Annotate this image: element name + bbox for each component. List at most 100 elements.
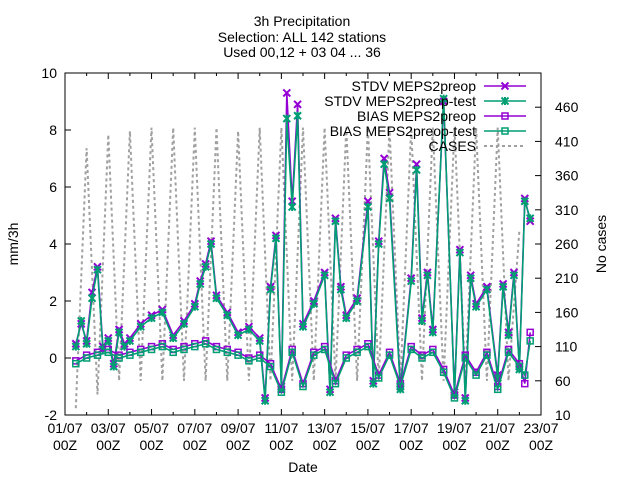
data-point xyxy=(223,348,232,357)
data-point xyxy=(423,271,432,280)
data-point xyxy=(147,313,156,323)
data-point xyxy=(428,328,438,337)
data-point xyxy=(472,371,480,379)
data-point xyxy=(125,336,135,346)
series-bias-meps2preop-test xyxy=(72,337,534,402)
data-point xyxy=(293,100,302,109)
y-axis-label: mm/3h xyxy=(5,223,21,266)
data-point xyxy=(418,354,426,362)
data-point xyxy=(158,342,167,351)
data-point xyxy=(325,387,335,397)
x-tick-label-time: 00Z xyxy=(226,437,251,453)
x-tick-label-date: 11/07 xyxy=(264,420,298,436)
data-point xyxy=(212,293,221,303)
y2-tick-label: 10 xyxy=(555,407,571,423)
data-point xyxy=(483,351,491,359)
data-point xyxy=(461,354,470,362)
data-point xyxy=(114,328,124,337)
x-tick-label-date: 15/07 xyxy=(350,420,385,436)
y2-tick-label: 410 xyxy=(555,133,579,149)
data-point xyxy=(233,330,243,340)
series-line xyxy=(75,340,531,401)
data-point xyxy=(266,285,275,294)
data-point xyxy=(223,311,232,320)
x-tick-label-time: 00Z xyxy=(356,437,381,453)
ticks-layer: -2 0 2 4 6 8 10 10 60 110 160 210 260 310 360 410 460 01/… xyxy=(41,65,578,453)
series-stdv-meps2preop-test xyxy=(71,94,535,405)
data-point xyxy=(266,362,275,371)
data-point xyxy=(260,396,270,405)
data-point xyxy=(201,262,210,272)
data-point xyxy=(501,112,509,120)
x-tick-label-time: 00Z xyxy=(313,437,338,453)
data-point xyxy=(234,351,242,359)
data-point xyxy=(482,285,492,294)
data-point xyxy=(168,333,178,343)
data-point xyxy=(212,345,221,354)
y2-tick-label: 360 xyxy=(555,168,579,184)
x-axis-label: Date xyxy=(288,459,318,475)
data-point xyxy=(455,248,465,257)
data-point xyxy=(282,88,291,98)
legend-label: BIAS MEPS2preop-test xyxy=(330,123,476,139)
legend-label: STDV MEPS2preop-test xyxy=(324,93,476,109)
series-layer xyxy=(71,88,535,409)
data-point xyxy=(299,382,307,391)
y-tick-label: 0 xyxy=(49,350,57,366)
data-point xyxy=(500,96,510,106)
x-tick-label-time: 00Z xyxy=(486,437,511,453)
x-tick-label-date: 23/07 xyxy=(523,420,558,436)
chart-title-line3: Used 00,12 + 03 04 ... 36 xyxy=(223,44,381,60)
data-point xyxy=(461,396,470,405)
data-point xyxy=(525,214,535,223)
data-point xyxy=(379,159,389,169)
data-point xyxy=(293,111,302,120)
data-point xyxy=(439,94,448,103)
data-point xyxy=(82,339,91,348)
y-tick-label: 6 xyxy=(49,179,57,195)
data-point xyxy=(115,354,123,362)
data-point xyxy=(104,348,113,357)
y-tick-label: 10 xyxy=(41,65,57,81)
chart-title-line2: Selection: ALL 142 stations xyxy=(218,29,386,45)
data-point xyxy=(331,216,340,226)
data-point xyxy=(406,276,416,286)
data-point xyxy=(277,388,286,396)
y-tick-label: 2 xyxy=(49,293,57,309)
data-point xyxy=(439,368,448,376)
y2-tick-label: 210 xyxy=(555,270,579,286)
data-point xyxy=(309,299,319,309)
data-point xyxy=(191,342,199,351)
data-point xyxy=(396,382,405,391)
x-tick-label-time: 00Z xyxy=(96,437,121,453)
y-tick-label: -2 xyxy=(45,407,58,423)
legend-entry: STDV MEPS2preop xyxy=(352,78,526,94)
data-point xyxy=(364,342,372,351)
data-point xyxy=(72,359,80,368)
y2-tick-label: 310 xyxy=(555,202,579,218)
legend-label: STDV MEPS2preop xyxy=(352,78,477,94)
y2-tick-label: 110 xyxy=(555,339,578,355)
y2-tick-label: 160 xyxy=(555,304,579,320)
y2-axis-label: No cases xyxy=(593,215,609,273)
data-point xyxy=(363,202,373,212)
data-point xyxy=(93,265,102,274)
data-point xyxy=(521,371,529,379)
data-point xyxy=(245,357,253,365)
x-tick-label-time: 00Z xyxy=(139,437,164,453)
y2-tick-label: 60 xyxy=(555,373,571,389)
data-point xyxy=(504,330,513,340)
data-point xyxy=(466,273,475,283)
data-point xyxy=(471,302,481,311)
data-point xyxy=(136,348,145,357)
data-point xyxy=(429,348,437,357)
y2-tick-label: 260 xyxy=(555,236,579,252)
x-tick-label-time: 00Z xyxy=(183,437,208,453)
data-point xyxy=(109,362,118,371)
x-tick-label-date: 17/07 xyxy=(394,420,429,436)
data-point xyxy=(417,316,427,326)
data-point xyxy=(374,374,383,382)
data-point xyxy=(180,345,188,354)
data-point xyxy=(353,348,361,357)
data-point xyxy=(342,354,351,362)
